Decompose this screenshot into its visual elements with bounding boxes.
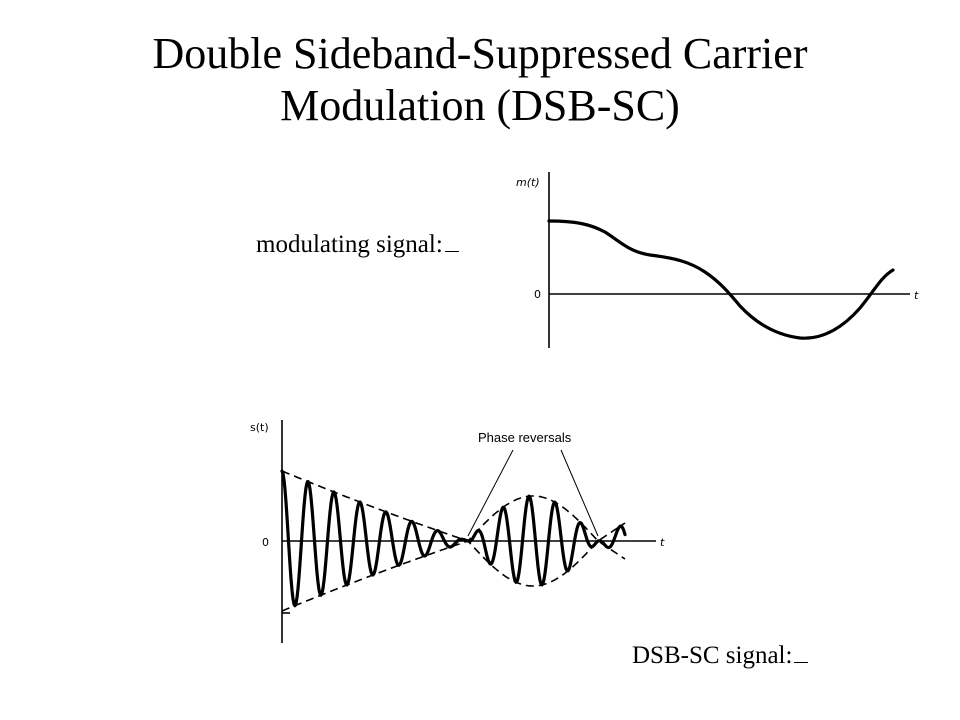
blank-underline [794,640,809,663]
blank-underline [444,229,459,252]
upper-envelope [281,470,626,587]
modulating-signal-label: modulating signal: [256,229,459,260]
dsb-sc-waveform [280,469,627,608]
origin-label: 0 [534,288,541,301]
phase-reversals-label: Phase reversals [478,430,572,445]
dsb-sc-signal-plot: s(t) 0 t Phase reversals [250,420,665,643]
title-line-1: Double Sideband-Suppressed Carrier [152,29,808,78]
x-axis-label: t [660,536,665,549]
dsb-sc-signal-text: DSB-SC signal: [632,642,793,669]
y-axis-label: s(t) [250,421,269,434]
x-axis-label: t [914,289,919,302]
y-axis-label: m(t) [516,176,540,189]
modulating-signal-text: modulating signal: [256,231,443,258]
phase-reversal-pointer-1 [467,449,514,537]
origin-label: 0 [262,536,269,549]
phase-reversal-pointer-2 [560,449,599,537]
title-line-2: Modulation (DSB-SC) [280,81,680,130]
slide-title: Double Sideband-Suppressed Carrier Modul… [0,28,960,132]
modulating-signal-plot: m(t) 0 t [516,172,919,348]
modulating-signal-curve [547,219,895,340]
dsb-sc-signal-label: DSB-SC signal: [632,640,809,671]
